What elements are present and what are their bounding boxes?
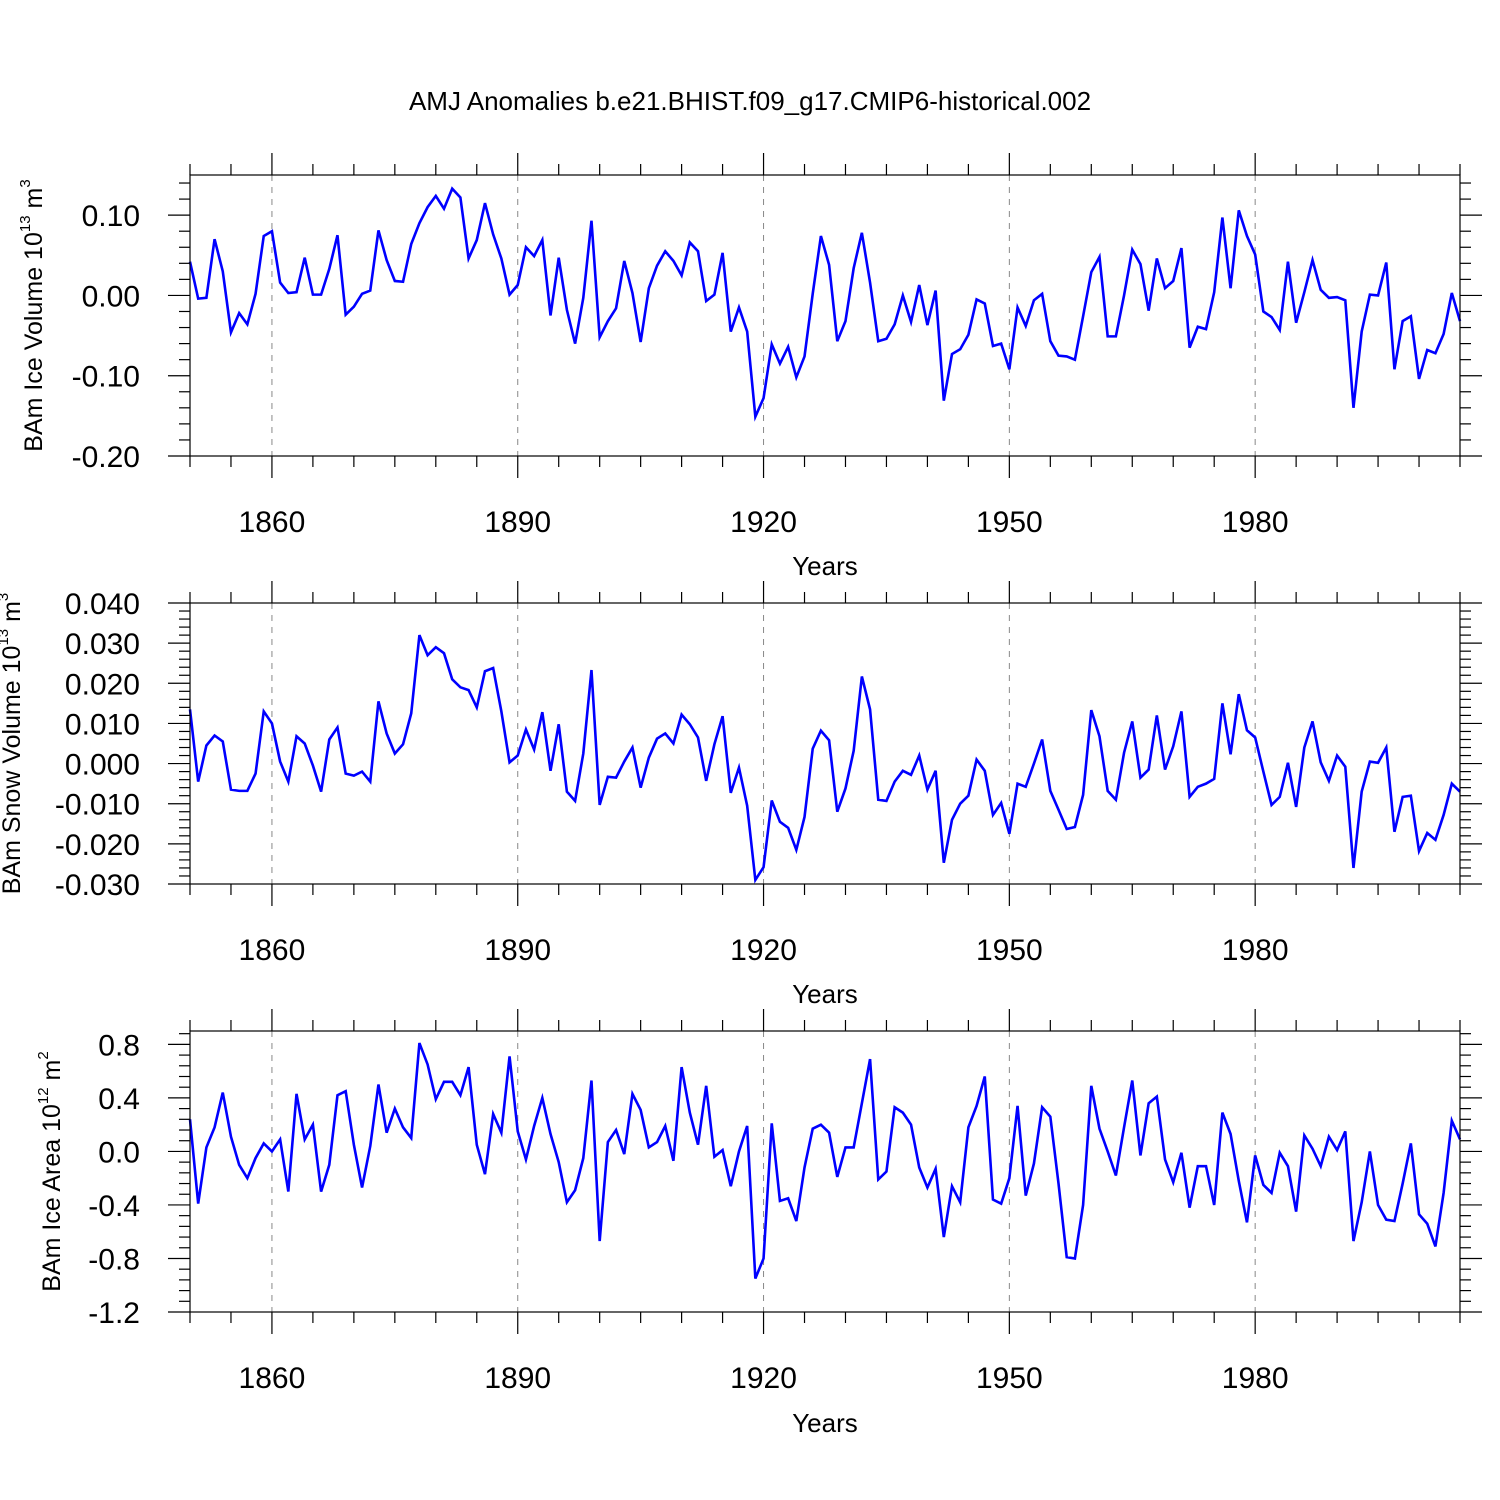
ice-volume-y-tick-labels: 0.10 0.00 -0.10 -0.20 bbox=[72, 200, 140, 474]
ice-volume-gridlines bbox=[271, 175, 1256, 456]
snow-volume-panel: 1860 1890 1920 1950 1980 0.040 0.030 0.020 0.01… bbox=[0, 581, 1482, 1009]
snow-volume-x-tick-label: 1920 bbox=[730, 934, 797, 967]
snow-volume-y-tick-label: 0.020 bbox=[65, 668, 140, 701]
ice-area-y-tick-label: 0.4 bbox=[98, 1083, 140, 1116]
snow-volume-y-tick-label: -0.010 bbox=[55, 789, 140, 822]
ice-volume-x-tick-label: 1980 bbox=[1222, 506, 1289, 539]
ice-volume-series bbox=[188, 186, 1462, 422]
snow-volume-y-tick-label: 0.000 bbox=[65, 749, 140, 782]
ice-area-y-tick-label: -0.4 bbox=[88, 1190, 140, 1223]
snow-volume-y-tick-label: 0.040 bbox=[65, 588, 140, 621]
ice-area-y-tick-labels: 0.8 0.4 0.0 -0.4 -0.8 -1.2 bbox=[88, 1029, 140, 1330]
ice-area-y-tick-label: -0.8 bbox=[88, 1243, 140, 1276]
ice-volume-x-tick-labels: 1860 1890 1920 1950 1980 bbox=[239, 506, 1289, 539]
ice-volume-x-tick-label: 1890 bbox=[484, 506, 551, 539]
ice-area-x-axis-title: Years bbox=[792, 1408, 858, 1438]
snow-volume-y-tick-label: 0.030 bbox=[65, 628, 140, 661]
ice-volume-x-tick-label: 1950 bbox=[976, 506, 1043, 539]
ice-area-series bbox=[188, 1042, 1462, 1280]
snow-volume-x-tick-label: 1980 bbox=[1222, 934, 1289, 967]
ice-area-y-tick-label: 0.8 bbox=[98, 1029, 140, 1062]
snow-volume-ticks bbox=[168, 581, 1482, 906]
ice-area-panel: 1860 1890 1920 1950 1980 0.8 0.4 0.0 -0.4 -0.8 -1… bbox=[35, 1009, 1482, 1438]
ice-area-y-tick-label: 0.0 bbox=[98, 1136, 140, 1169]
snow-volume-x-tick-label: 1890 bbox=[484, 934, 551, 967]
ice-area-x-tick-label: 1950 bbox=[976, 1362, 1043, 1395]
ice-volume-frame bbox=[189, 174, 1461, 457]
snow-volume-x-tick-label: 1950 bbox=[976, 934, 1043, 967]
ice-area-y-tick-label: -1.2 bbox=[88, 1297, 140, 1330]
snow-volume-y-tick-label: -0.030 bbox=[55, 869, 140, 902]
snow-volume-x-tick-label: 1860 bbox=[239, 934, 306, 967]
ice-area-gridlines bbox=[271, 1031, 1256, 1312]
ice-area-x-tick-label: 1890 bbox=[484, 1362, 551, 1395]
ice-volume-y-tick-label: -0.10 bbox=[72, 361, 140, 394]
snow-volume-frame bbox=[189, 602, 1461, 885]
ice-area-frame bbox=[189, 1030, 1461, 1313]
snow-volume-y-tick-label: 0.010 bbox=[65, 708, 140, 741]
ice-volume-x-tick-label: 1860 bbox=[239, 506, 306, 539]
snow-volume-series bbox=[188, 634, 1461, 884]
snow-volume-y-tick-label: -0.020 bbox=[55, 829, 140, 862]
ice-area-x-tick-label: 1920 bbox=[730, 1362, 797, 1395]
ice-area-x-tick-label: 1860 bbox=[239, 1362, 306, 1395]
ice-area-ticks bbox=[168, 1009, 1482, 1334]
ice-area-y-axis-title: BAm Ice Area 1012 m2 bbox=[35, 1051, 66, 1291]
ice-volume-panel: 1860 1890 1920 1950 1980 0.100.00-0.10-0.20 … bbox=[17, 153, 1482, 581]
ice-volume-y-tick-label: 0.00 bbox=[82, 280, 140, 313]
ice-volume-x-axis-title: Years bbox=[792, 551, 858, 581]
ice-area-x-tick-labels: 1860 1890 1920 1950 1980 bbox=[239, 1362, 1289, 1395]
snow-volume-y-axis-title: BAm Snow Volume 1013 m3 bbox=[0, 593, 26, 895]
ice-volume-ticks bbox=[168, 153, 1482, 478]
ice-volume-x-tick-label: 1920 bbox=[730, 506, 797, 539]
ice-area-x-tick-label: 1980 bbox=[1222, 1362, 1289, 1395]
chart-title: AMJ Anomalies b.e21.BHIST.f09_g17.CMIP6-… bbox=[409, 86, 1091, 116]
ice-volume-y-tick-label: -0.20 bbox=[72, 441, 140, 474]
snow-volume-x-axis-title: Years bbox=[792, 979, 858, 1009]
snow-volume-y-tick-labels: 0.040 0.030 0.020 0.010 0.000 -0.010 -0.020 -0.… bbox=[55, 588, 140, 902]
snow-volume-x-tick-labels: 1860 1890 1920 1950 1980 bbox=[239, 934, 1289, 967]
ice-volume-y-axis-title: BAm Ice Volume 1013 m3 bbox=[17, 179, 48, 451]
ice-volume-y-tick-label: 0.10 bbox=[82, 200, 140, 233]
